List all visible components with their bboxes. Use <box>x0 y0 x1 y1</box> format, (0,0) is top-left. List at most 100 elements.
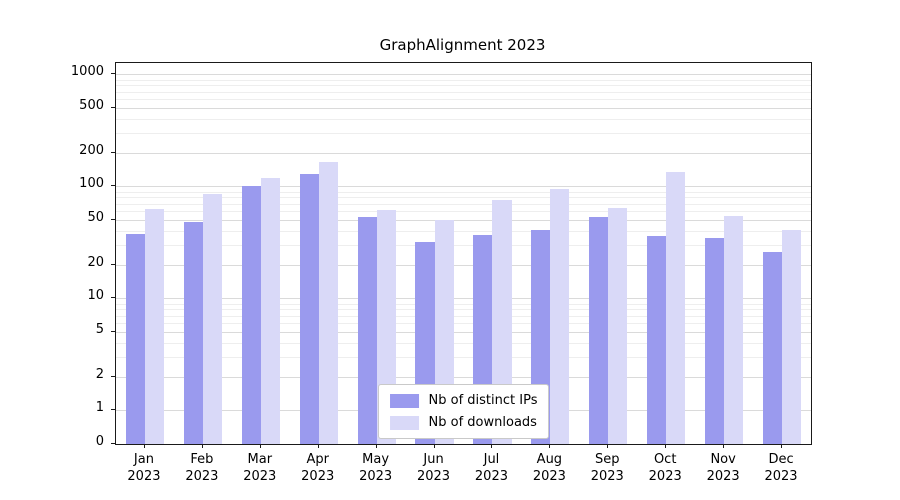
minor-gridline <box>116 357 811 359</box>
bar-nov-ips <box>705 237 725 444</box>
bar-sep-downloads <box>608 208 628 444</box>
x-tick-month: Aug <box>536 452 563 467</box>
x-tick-month: Sep <box>595 452 620 467</box>
x-tick-label: Oct 2023 <box>625 452 705 486</box>
x-tick-mark <box>665 444 667 448</box>
x-tick-year: 2023 <box>590 468 624 484</box>
x-tick-label: Sep 2023 <box>567 452 647 486</box>
minor-gridline <box>116 231 811 233</box>
legend: Nb of distinct IPs Nb of downloads <box>377 384 550 439</box>
x-tick-mark <box>317 444 319 448</box>
y-tick-mark <box>111 185 115 187</box>
x-tick-mark <box>723 444 725 448</box>
bar-apr-ips <box>299 174 319 444</box>
y-tick-label: 1000 <box>70 64 104 80</box>
bar-may-ips <box>357 217 377 444</box>
x-tick-year: 2023 <box>185 468 219 484</box>
x-tick-label: Jul 2023 <box>451 452 531 486</box>
legend-swatch <box>389 393 419 408</box>
x-tick-year: 2023 <box>648 468 682 484</box>
y-tick-label: 5 <box>95 322 104 338</box>
bar-nov-downloads <box>724 215 744 444</box>
x-tick-month: Dec <box>768 452 794 467</box>
minor-gridline <box>116 85 811 87</box>
minor-gridline <box>116 211 811 213</box>
legend-swatch <box>389 415 419 430</box>
y-tick-label: 500 <box>79 98 104 114</box>
major-gridline <box>116 264 811 266</box>
y-tick-mark <box>111 73 115 75</box>
y-tick-mark <box>111 151 115 153</box>
bar-jan-downloads <box>144 208 165 444</box>
x-tick-month: Jan <box>133 452 154 467</box>
bar-oct-downloads <box>666 171 686 444</box>
bar-aug-downloads <box>550 188 570 444</box>
x-tick-label: May 2023 <box>336 452 416 486</box>
x-tick-month: Apr <box>306 452 329 467</box>
x-tick-year: 2023 <box>127 468 161 484</box>
x-tick-year: 2023 <box>474 468 508 484</box>
minor-gridline <box>116 79 811 81</box>
x-tick-month: Feb <box>190 452 214 467</box>
y-tick-mark <box>111 331 115 333</box>
x-tick-label: Aug 2023 <box>509 452 589 486</box>
x-tick-label: Mar 2023 <box>220 452 300 486</box>
x-tick-label: Dec 2023 <box>741 452 821 486</box>
bar-dec-downloads <box>782 229 802 444</box>
minor-gridline <box>116 303 811 305</box>
plot-area: Nb of distinct IPs Nb of downloads <box>115 62 812 445</box>
y-tick-label: 0 <box>95 434 104 449</box>
x-tick-year: 2023 <box>359 468 393 484</box>
y-tick-mark <box>111 375 115 377</box>
y-tick-label: 1 <box>95 400 104 416</box>
bar-mar-ips <box>241 186 261 444</box>
x-tick-mark <box>781 444 783 448</box>
chart-title: GraphAlignment 2023 <box>379 36 546 54</box>
minor-gridline <box>116 132 811 134</box>
legend-entry: Nb of distinct IPs <box>389 393 538 408</box>
minor-gridline <box>116 309 811 311</box>
minor-gridline <box>116 245 811 246</box>
major-gridline <box>116 332 811 334</box>
y-tick-label: 50 <box>87 210 104 226</box>
minor-gridline <box>116 99 811 101</box>
bar-mar-downloads <box>260 177 280 444</box>
minor-gridline <box>116 119 811 120</box>
y-tick-label: 2 <box>95 366 104 382</box>
major-gridline <box>116 186 811 188</box>
x-tick-mark <box>143 444 145 448</box>
legend-entry: Nb of downloads <box>389 415 538 430</box>
x-tick-label: Nov 2023 <box>683 452 763 486</box>
x-tick-month: May <box>362 452 390 467</box>
y-tick-mark <box>111 219 115 221</box>
y-tick-mark <box>111 107 115 109</box>
minor-gridline <box>116 323 811 325</box>
x-tick-month: Jul <box>483 452 500 467</box>
y-tick-label: 20 <box>87 254 104 270</box>
x-tick-year: 2023 <box>416 468 451 484</box>
minor-gridline <box>116 343 811 345</box>
y-tick-mark <box>111 297 115 299</box>
legend-label: Nb of distinct IPs <box>428 393 538 408</box>
x-tick-mark <box>201 444 203 448</box>
bar-dec-ips <box>762 251 783 444</box>
x-tick-mark <box>259 444 261 448</box>
x-tick-mark <box>491 444 493 448</box>
minor-gridline <box>116 203 811 205</box>
y-tick-label: 100 <box>79 176 104 192</box>
bar-oct-ips <box>647 236 667 444</box>
bar-jul-downloads <box>492 200 512 444</box>
major-gridline <box>116 298 811 300</box>
major-gridline <box>116 220 811 222</box>
x-tick-mark <box>607 444 609 448</box>
x-tick-month: Nov <box>710 452 736 467</box>
minor-gridline <box>116 91 811 93</box>
y-tick-label: 200 <box>79 142 104 158</box>
legend-label: Nb of downloads <box>428 415 537 430</box>
major-gridline <box>116 108 811 110</box>
x-tick-year: 2023 <box>706 468 740 484</box>
x-tick-label: Feb 2023 <box>162 452 242 486</box>
x-tick-month: Jun <box>423 452 444 467</box>
minor-gridline <box>116 191 811 193</box>
